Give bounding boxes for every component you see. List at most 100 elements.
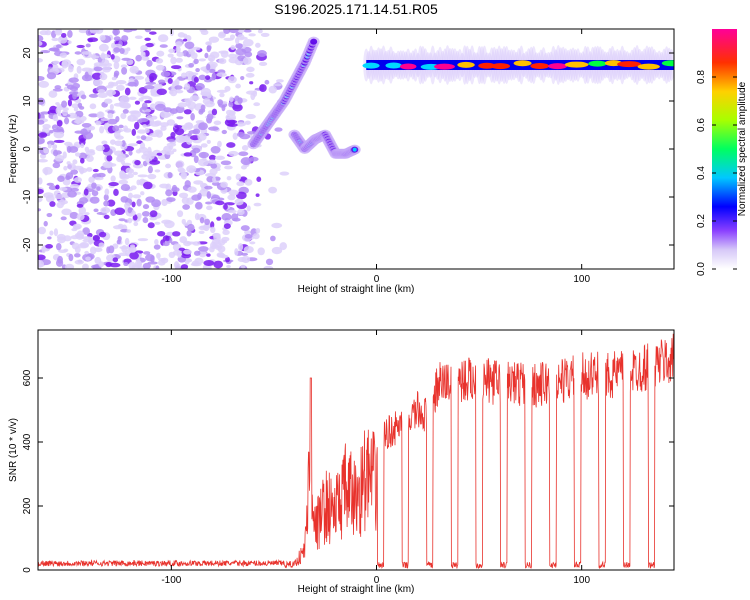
noise-blob bbox=[255, 227, 261, 234]
noise-blob bbox=[52, 162, 61, 169]
noise-blob bbox=[147, 146, 152, 155]
rising-streak-core bbox=[310, 38, 318, 45]
noise-blob bbox=[140, 135, 147, 141]
noise-blob bbox=[131, 128, 137, 136]
tone-band bbox=[417, 60, 420, 70]
noise-blob bbox=[273, 83, 283, 87]
noise-blob bbox=[252, 90, 258, 97]
noise-blob bbox=[149, 210, 158, 218]
noise-blob bbox=[203, 78, 212, 83]
noise-blob bbox=[113, 188, 119, 197]
tone-peak bbox=[548, 63, 568, 70]
noise-blob bbox=[130, 185, 137, 190]
noise-blob bbox=[164, 150, 175, 155]
noise-blob bbox=[106, 199, 116, 207]
noise-blob bbox=[113, 70, 120, 77]
noise-blob bbox=[126, 229, 131, 233]
noise-blob bbox=[105, 261, 113, 268]
noise-blob bbox=[180, 172, 187, 178]
y-tick-label: 600 bbox=[22, 369, 33, 386]
y-tick-label: -20 bbox=[22, 237, 33, 252]
snr-x-ticks: -100 0 100 bbox=[161, 330, 590, 586]
noise-blob bbox=[159, 183, 170, 189]
noise-blob bbox=[38, 159, 48, 163]
noise-blob bbox=[244, 51, 253, 58]
noise-blob bbox=[156, 152, 163, 156]
noise-blob bbox=[239, 36, 248, 40]
noise-blob bbox=[151, 199, 162, 208]
noise-blob bbox=[216, 216, 222, 221]
noise-blob bbox=[239, 133, 251, 140]
noise-blob bbox=[107, 118, 118, 125]
noise-blob bbox=[240, 75, 245, 81]
noise-blob bbox=[170, 131, 176, 139]
noise-blob bbox=[218, 58, 227, 65]
noise-blob bbox=[76, 58, 86, 66]
noise-blob bbox=[211, 108, 218, 116]
noise-blob bbox=[128, 246, 137, 253]
noise-blob bbox=[182, 204, 190, 210]
noise-blob bbox=[226, 176, 232, 181]
noise-blob bbox=[206, 205, 213, 211]
noise-blob bbox=[49, 230, 54, 236]
noise-blob bbox=[221, 104, 226, 112]
noise-blob bbox=[63, 117, 70, 125]
noise-blob bbox=[212, 241, 222, 249]
noise-blob bbox=[257, 29, 263, 34]
noise-blob bbox=[265, 258, 274, 266]
noise-blob bbox=[188, 62, 195, 68]
noise-blob bbox=[136, 198, 142, 207]
noise-blob bbox=[175, 134, 187, 143]
noise-blob bbox=[206, 253, 211, 257]
noise-blob bbox=[75, 116, 81, 125]
noise-blob bbox=[46, 72, 57, 80]
noise-blob bbox=[167, 139, 176, 143]
noise-blob bbox=[92, 234, 100, 242]
noise-blob bbox=[94, 176, 104, 181]
noise-blob bbox=[186, 165, 197, 173]
noise-blob bbox=[248, 33, 256, 37]
noise-blob bbox=[165, 163, 172, 169]
noise-blob bbox=[219, 32, 226, 37]
noise-blob bbox=[227, 123, 238, 127]
noise-blob bbox=[246, 205, 251, 212]
tone-band bbox=[453, 60, 456, 70]
noise-blob bbox=[147, 165, 153, 174]
noise-blob bbox=[244, 230, 252, 235]
noise-blob bbox=[202, 98, 211, 105]
noise-blob bbox=[128, 150, 133, 156]
y-tick-label: 10 bbox=[22, 95, 33, 107]
noise-blob bbox=[197, 158, 209, 167]
noise-blob bbox=[137, 238, 149, 242]
noise-blob bbox=[149, 103, 157, 111]
noise-blob bbox=[119, 47, 125, 55]
noise-blob bbox=[120, 183, 131, 192]
noise-blob bbox=[103, 200, 110, 207]
noise-blob bbox=[86, 155, 94, 163]
noise-blob bbox=[88, 176, 95, 183]
noise-blob bbox=[243, 29, 252, 33]
noise-blob bbox=[174, 85, 183, 90]
noise-blob bbox=[195, 83, 205, 91]
noise-blob bbox=[160, 110, 171, 119]
noise-blob bbox=[245, 114, 256, 120]
snr-line bbox=[38, 333, 674, 570]
noise-blob bbox=[96, 172, 106, 178]
noise-blob bbox=[53, 149, 59, 157]
noise-blob bbox=[166, 197, 176, 202]
noise-blob bbox=[228, 150, 239, 157]
noise-blob bbox=[208, 246, 215, 253]
noise-blob bbox=[101, 144, 110, 153]
noise-blob bbox=[184, 41, 195, 50]
noise-blob bbox=[257, 247, 265, 256]
y-tick-label: 0 bbox=[22, 567, 33, 573]
noise-blob bbox=[52, 48, 60, 52]
noise-blob bbox=[69, 183, 80, 189]
noise-blob bbox=[206, 45, 211, 53]
figure-title: S196.2025.171.14.51.R05 bbox=[274, 1, 438, 17]
noise-blob bbox=[213, 120, 222, 126]
noise-blob bbox=[228, 101, 234, 108]
noise-blob bbox=[231, 213, 239, 222]
noise-blob bbox=[183, 249, 192, 255]
